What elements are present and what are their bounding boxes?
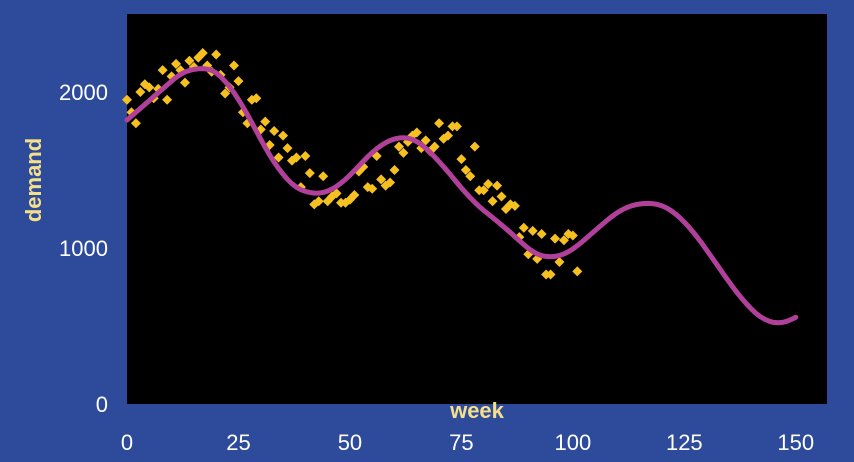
data-point: [505, 199, 516, 210]
data-point: [130, 118, 141, 129]
data-point: [367, 183, 378, 194]
x-tick-labels: 0 25 50 75 100 125 150: [121, 430, 814, 455]
data-point: [550, 233, 561, 244]
data-point: [385, 177, 396, 188]
data-point: [251, 93, 262, 104]
data-point: [376, 174, 387, 185]
data-point: [144, 82, 155, 93]
data-point: [197, 48, 208, 58]
data-point: [460, 165, 471, 175]
data-point: [260, 116, 271, 127]
data-point: [554, 257, 565, 268]
y-tick-labels: 0 1000 2000: [59, 80, 108, 417]
data-point: [313, 196, 324, 207]
data-point: [184, 55, 195, 66]
data-point: [282, 143, 293, 154]
data-point: [443, 130, 454, 141]
data-point: [496, 191, 507, 202]
data-point: [233, 76, 244, 87]
y-tick-label: 1000: [59, 236, 108, 261]
data-point: [162, 94, 173, 105]
y-tick-label: 0: [96, 392, 108, 417]
data-point: [465, 171, 476, 182]
fitted-curve: [124, 66, 799, 326]
data-point: [300, 150, 311, 161]
data-point: [429, 141, 440, 152]
data-point: [492, 180, 503, 191]
data-point: [211, 49, 222, 60]
data-point: [179, 77, 190, 88]
fitted-curve-layer: [124, 66, 799, 326]
data-point: [269, 126, 280, 136]
y-tick-label: 2000: [59, 80, 108, 105]
data-point: [389, 165, 400, 175]
y-axis-title: demand: [21, 138, 46, 222]
data-point: [278, 130, 289, 141]
data-point: [545, 269, 556, 280]
data-point: [456, 154, 467, 165]
data-point: [273, 152, 284, 163]
x-axis-title: week: [449, 398, 505, 423]
x-tick-label: 100: [555, 430, 592, 455]
data-point: [434, 118, 445, 129]
data-point: [229, 60, 240, 71]
x-tick-label: 75: [449, 430, 473, 455]
data-point: [398, 147, 409, 158]
x-tick-label: 25: [226, 430, 250, 455]
data-point: [567, 230, 578, 241]
data-point: [483, 179, 494, 190]
data-point: [518, 222, 529, 233]
x-tick-label: 50: [338, 430, 362, 455]
data-point: [349, 189, 360, 200]
data-point: [291, 152, 302, 163]
data-point: [171, 58, 182, 69]
data-point: [478, 185, 489, 196]
data-point: [420, 135, 431, 146]
data-point: [220, 88, 231, 99]
data-point: [135, 87, 146, 97]
data-point: [536, 228, 547, 239]
data-point: [509, 200, 520, 211]
data-point: [487, 196, 498, 207]
data-point: [558, 235, 569, 246]
x-tick-label: 125: [666, 430, 703, 455]
x-tick-label: 0: [121, 430, 133, 455]
data-point: [122, 94, 132, 105]
plot-area: [127, 14, 827, 404]
data-point: [304, 168, 315, 179]
x-tick-label: 150: [777, 430, 814, 455]
data-point: [572, 266, 583, 277]
data-point: [393, 141, 404, 152]
data-point: [318, 171, 329, 182]
data-point: [451, 121, 462, 132]
data-point: [157, 65, 168, 76]
data-point: [527, 225, 538, 236]
data-point: [469, 141, 480, 152]
data-point: [411, 127, 422, 138]
data-point: [331, 188, 342, 199]
